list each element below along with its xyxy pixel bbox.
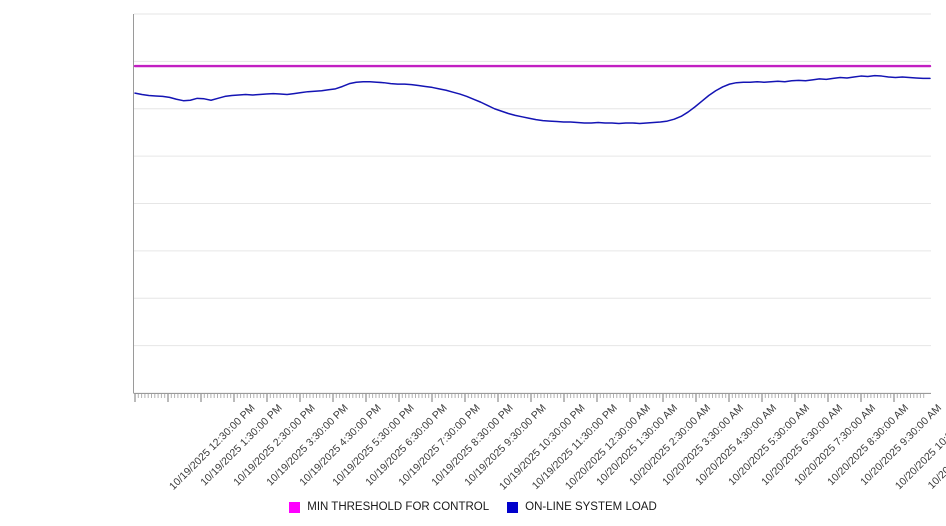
series-line-on-line-system-load bbox=[134, 74, 931, 125]
legend-label-min-threshold-for-control: MIN THRESHOLD FOR CONTROL bbox=[307, 501, 490, 513]
x-axis-tick-labels: 10/19/2025 12:30:00 PM 10/19/2025 1:30:00… bbox=[0, 398, 946, 493]
legend-swatch-min-threshold-for-control bbox=[289, 501, 301, 513]
chart-series-group bbox=[133, 64, 932, 125]
legend-label-on-line-system-load: ON-LINE SYSTEM LOAD bbox=[525, 501, 657, 513]
gridlines-group bbox=[134, 13, 931, 394]
axis-lines-group bbox=[133, 14, 931, 394]
chart-legend: MIN THRESHOLD FOR CONTROL ON-LINE SYSTEM… bbox=[0, 496, 946, 518]
legend-entry-on-line-system-load[interactable]: ON-LINE SYSTEM LOAD bbox=[507, 501, 657, 513]
x-axis-ticks-group bbox=[134, 394, 925, 402]
legend-entry-min-threshold-for-control[interactable]: MIN THRESHOLD FOR CONTROL bbox=[289, 501, 489, 513]
legend-swatch-on-line-system-load bbox=[507, 501, 519, 513]
